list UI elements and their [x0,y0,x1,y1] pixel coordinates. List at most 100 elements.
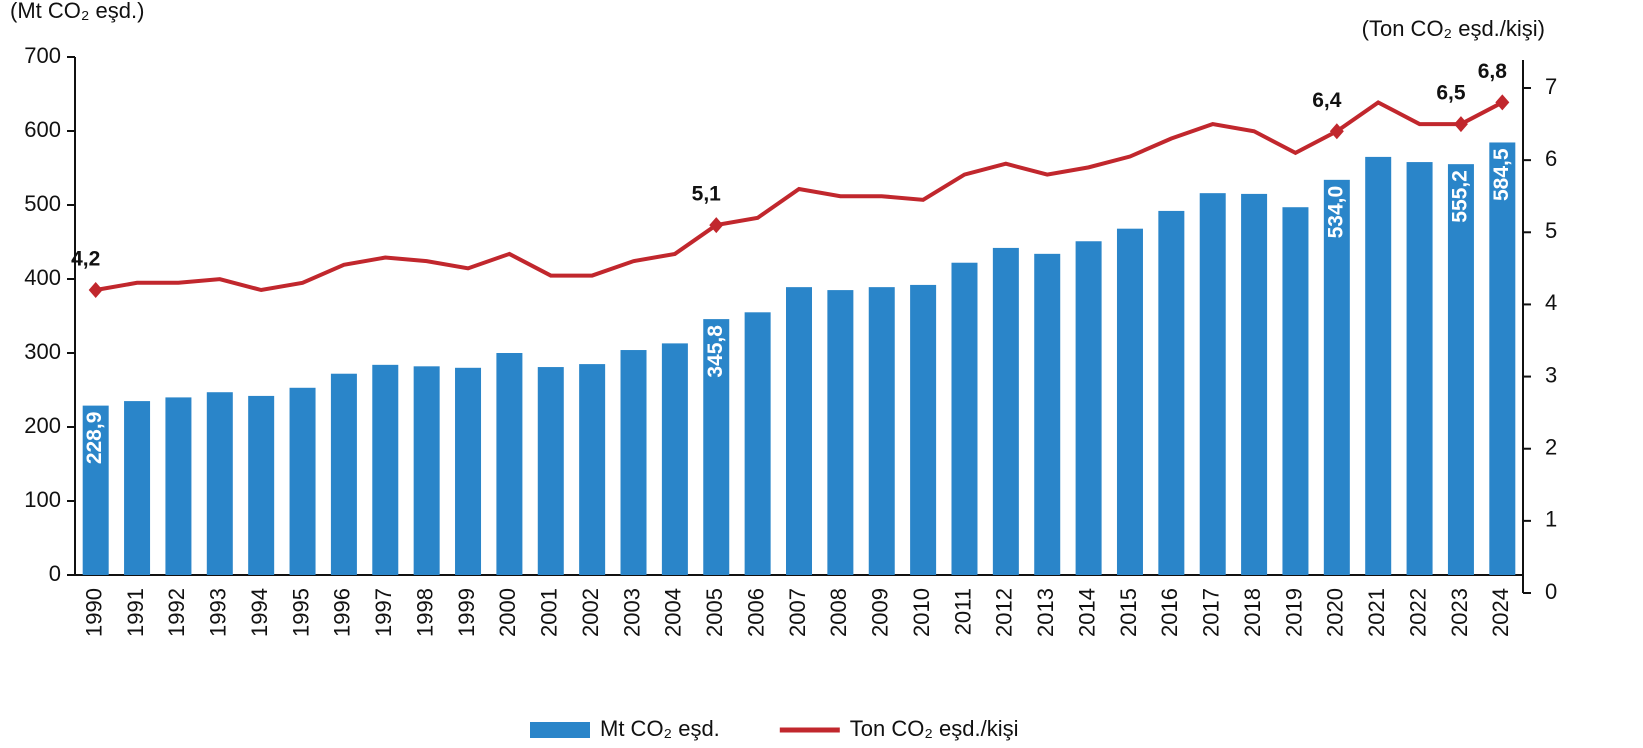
bar [620,350,647,575]
line-marker [88,282,103,298]
y-tick-label: 500 [24,191,61,216]
bar [1323,179,1350,575]
legend-swatch [530,722,590,738]
x-tick-label: 1992 [164,588,189,637]
x-tick-label: 1993 [206,588,231,637]
x-tick-label: 2016 [1157,588,1182,637]
bar [992,247,1019,576]
y2-tick-label: 1 [1545,507,1557,532]
x-tick-label: 2021 [1364,588,1389,637]
y-tick-label: 200 [24,413,61,438]
bar [1282,207,1309,575]
x-tick-label: 2006 [743,588,768,637]
line-value-label: 6,8 [1478,60,1508,83]
x-tick-label: 1999 [454,588,479,637]
bar [1406,162,1433,575]
bar [289,387,316,575]
x-tick-label: 2012 [992,588,1017,637]
x-tick-label: 2024 [1488,588,1513,637]
y2-tick-label: 4 [1545,290,1557,315]
y2-tick-label: 0 [1545,579,1557,604]
bar [1075,241,1102,575]
bar [248,395,275,575]
y-tick-label: 300 [24,339,61,364]
bar [579,364,606,575]
line-value-label: 5,1 [692,183,722,206]
x-tick-label: 2019 [1281,588,1306,637]
x-tick-label: 1997 [371,588,396,637]
bar [744,312,771,575]
x-tick-label: 2001 [537,588,562,637]
bar [1447,164,1474,576]
x-tick-label: 2023 [1447,588,1472,637]
x-tick-label: 2020 [1323,588,1348,637]
bar-value-label: 534,0 [1324,186,1347,239]
bar [703,319,730,575]
x-tick-label: 2010 [909,588,934,637]
x-tick-label: 2004 [661,588,686,637]
y2-tick-label: 5 [1545,218,1557,243]
bar [1241,193,1268,575]
bar [1199,193,1226,575]
x-tick-label: 2005 [702,588,727,637]
x-tick-label: 1998 [412,588,437,637]
bar [413,366,440,575]
line-value-label: 6,4 [1312,89,1342,112]
x-tick-label: 1994 [247,588,272,637]
x-tick-label: 2002 [578,588,603,637]
bar [537,367,564,575]
bar [165,397,192,575]
x-tick-label: 1991 [123,588,148,637]
x-tick-label: 2017 [1199,588,1224,637]
bar [206,392,233,575]
x-tick-label: 1995 [288,588,313,637]
line-marker [1453,116,1468,133]
line-marker [1329,123,1344,140]
bar-value-label: 228,9 [83,412,106,465]
x-tick-label: 2022 [1405,588,1430,637]
y2-tick-label: 7 [1545,74,1557,99]
bar [82,405,109,575]
x-tick-label: 1996 [330,588,355,637]
line-marker [1495,94,1510,111]
bar-value-label: 584,5 [1490,148,1513,201]
y-tick-label: 700 [24,43,61,68]
bar-value-label: 345,8 [704,325,727,378]
line-value-label: 6,5 [1436,82,1466,105]
x-tick-label: 2003 [619,588,644,637]
bar [827,290,854,575]
line [95,100,1504,293]
bar [1365,156,1392,575]
y-tick-label: 400 [24,265,61,290]
bar [372,364,399,575]
bar [868,287,895,575]
x-tick-label: 2013 [1033,588,1058,637]
bar [455,367,482,575]
x-tick-label: 1990 [81,588,106,637]
x-tick-label: 2011 [950,588,975,635]
y-tick-label: 600 [24,117,61,142]
bar [951,262,978,575]
bar [910,284,937,575]
y-axis-label: (Mt CO₂ eşd.) [10,0,144,23]
x-tick-label: 2015 [1116,588,1141,637]
x-tick-label: 2018 [1240,588,1265,637]
y2-tick-label: 2 [1545,435,1557,460]
line-marker [709,217,724,234]
bar [1489,142,1516,575]
bar [786,287,812,575]
x-tick-label: 2000 [495,588,520,637]
bar-value-label: 555,2 [1448,170,1471,223]
bar [1034,253,1061,575]
y-tick-label: 100 [24,487,61,512]
bar [1116,228,1143,575]
x-tick-label: 2009 [868,588,893,637]
line-value-label: 4,2 [71,248,100,271]
bar [1158,210,1185,576]
x-tick-label: 2014 [1074,588,1099,637]
bar [496,353,523,575]
legend-label: Ton CO₂ eşd./kişi [850,716,1019,741]
bar [661,343,688,575]
y-tick-label: 0 [49,561,61,586]
